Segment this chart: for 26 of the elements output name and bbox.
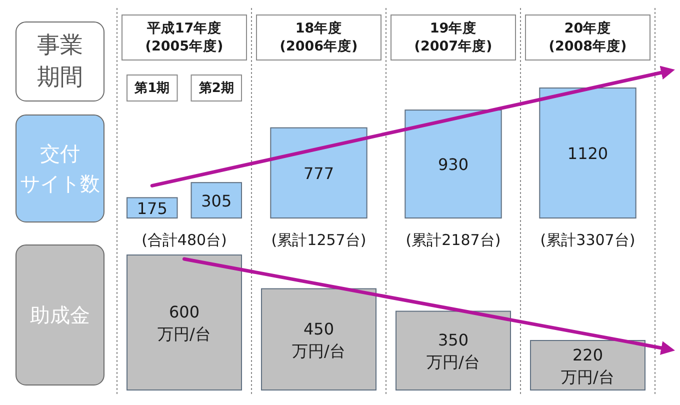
x-tick-label: 平成17年度 (2005年度) [145, 20, 224, 54]
bar [126, 254, 242, 390]
annotation: 第2期 [198, 80, 234, 96]
data-label: 930 [438, 154, 469, 174]
data-label: 175 [136, 198, 168, 218]
total-label: (累計1257台) [271, 231, 366, 249]
bar [530, 340, 646, 390]
x-tick-label: 20年度 (2008年度) [548, 20, 627, 54]
series-label: 交付サイト数 [20, 142, 100, 196]
total-label: (累計3307台) [540, 231, 636, 249]
data-label: 450 万円/台 [292, 318, 346, 360]
total-label: (累計2187台) [406, 231, 501, 249]
annotation: 第1期 [134, 80, 170, 96]
data-label: 600 万円/台 [158, 302, 211, 343]
data-label: 350 万円/台 [426, 330, 480, 372]
data-label: 305 [201, 190, 232, 210]
data-label: 220 万円/台 [561, 344, 614, 386]
x-axis-title: 事業期間 [37, 32, 83, 90]
bar [261, 288, 376, 390]
total-label: (合計480台) [142, 231, 227, 249]
bar [396, 310, 511, 390]
series-label: 助成金 [30, 303, 90, 327]
x-tick-label: 18年度 (2006年度) [280, 20, 358, 54]
x-tick-label: 19年度 (2007年度) [414, 20, 492, 54]
data-label: 1120 [567, 144, 608, 162]
data-label: 777 [303, 163, 334, 182]
